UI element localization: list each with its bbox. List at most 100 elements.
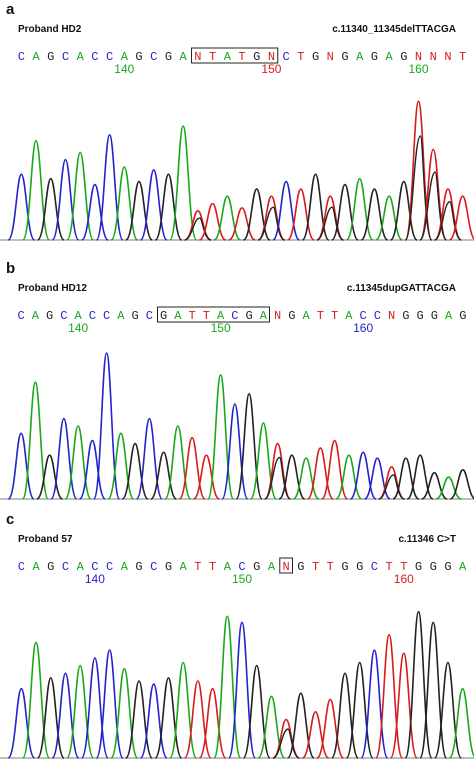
- base-letter: C: [374, 309, 381, 323]
- chromatogram-peak: [316, 698, 345, 759]
- base-letter: T: [297, 50, 304, 64]
- chromatogram-peak: [345, 177, 374, 241]
- chromatogram-peak: [330, 183, 359, 241]
- chromatogram-peak: [198, 202, 227, 241]
- panel-letter: b: [6, 260, 16, 277]
- chromatogram-peak: [135, 417, 163, 500]
- chromatogram-peak: [192, 454, 220, 500]
- chromatogram-peak-secondary: [257, 206, 285, 241]
- base-letter: T: [203, 309, 210, 323]
- position-number: 140: [85, 572, 105, 586]
- base-letter: A: [75, 309, 83, 323]
- base-letter: T: [400, 560, 407, 574]
- chromatogram-peak: [51, 672, 80, 759]
- base-letter: C: [106, 560, 113, 574]
- base-letter: G: [47, 560, 54, 574]
- base-letter: T: [312, 560, 319, 574]
- chromatogram-peak: [64, 425, 92, 500]
- chromatogram-peak: [306, 447, 334, 500]
- base-letter: G: [400, 50, 407, 64]
- chromatogram-peak: [110, 166, 139, 241]
- chromatogram-peak: [345, 661, 374, 759]
- base-letter: T: [327, 560, 334, 574]
- base-letter: C: [146, 309, 153, 323]
- base-letter: N: [268, 50, 275, 64]
- chromatogram-peak: [292, 457, 320, 500]
- base-letter: G: [371, 50, 378, 64]
- chromatogram-peak: [448, 195, 474, 241]
- chromatogram-peak: [389, 652, 418, 759]
- base-letter: N: [283, 560, 290, 574]
- base-letter: G: [246, 309, 253, 323]
- chromatogram-peak-secondary: [272, 728, 300, 759]
- chromatogram-peak: [330, 672, 359, 759]
- base-letter: A: [180, 50, 188, 64]
- chromatogram-peak: [121, 442, 149, 500]
- base-letter: C: [18, 309, 25, 323]
- base-letter: T: [331, 309, 338, 323]
- base-letter: C: [89, 309, 96, 323]
- chromatogram-peak: [272, 180, 301, 241]
- base-letter: A: [32, 309, 40, 323]
- highlight-box: [191, 47, 279, 64]
- base-letter: G: [288, 309, 295, 323]
- base-letter: T: [189, 309, 196, 323]
- chromatogram-peak: [22, 139, 51, 241]
- base-letter: C: [91, 50, 98, 64]
- base-letter: A: [121, 560, 129, 574]
- chromatogram-peak: [110, 667, 139, 759]
- base-letter: C: [91, 560, 98, 574]
- base-letter: A: [174, 309, 182, 323]
- chromatogram-peak-secondary: [264, 456, 291, 500]
- chromatogram-peak: [198, 687, 227, 759]
- mutation-label: c.11345dupGATTACGA: [346, 283, 456, 294]
- chromatogram-peak: [404, 610, 433, 759]
- base-letter: C: [360, 309, 367, 323]
- base-letter: G: [165, 560, 172, 574]
- chromatogram-peak: [164, 425, 192, 500]
- chromatogram-peak: [7, 173, 36, 241]
- chromatogram-peak: [435, 476, 462, 500]
- chromatogram-peak: [392, 457, 420, 500]
- chromatogram-peak: [150, 451, 178, 500]
- chromatogram-peak: [389, 180, 418, 241]
- highlight-box: [279, 557, 293, 574]
- base-letter: A: [459, 560, 467, 574]
- base-letter: A: [77, 50, 85, 64]
- chromatogram-peak: [421, 471, 448, 500]
- base-letter: N: [444, 50, 451, 64]
- base-letter: A: [224, 560, 232, 574]
- base-letter: N: [274, 309, 281, 323]
- base-letter: A: [77, 560, 85, 574]
- base-letter: A: [385, 50, 393, 64]
- chromatogram-peak-secondary: [434, 200, 462, 241]
- base-letter: G: [46, 309, 53, 323]
- chromatogram-peak: [207, 374, 235, 500]
- chromatogram-peak: [7, 687, 36, 759]
- chromatogram-peak: [301, 173, 330, 241]
- base-letter: C: [18, 560, 25, 574]
- chromatogram-peak: [183, 680, 212, 759]
- base-letter: N: [327, 50, 334, 64]
- base-letter: A: [217, 309, 225, 323]
- chromatogram-peak: [286, 692, 315, 759]
- base-letter: N: [415, 50, 422, 64]
- base-letter: A: [260, 309, 268, 323]
- chromatogram-peak-secondary: [316, 206, 344, 241]
- base-letter: N: [194, 50, 201, 64]
- proband-label: Proband 57: [18, 534, 73, 545]
- chromatogram-peak: [213, 195, 242, 241]
- chromatogram-peak: [7, 432, 35, 500]
- chromatogram-peak: [80, 183, 109, 241]
- base-letter: C: [62, 560, 69, 574]
- chromatogram-peak: [228, 207, 256, 241]
- base-letter: A: [268, 560, 276, 574]
- base-letter: G: [415, 560, 422, 574]
- chromatogram-peak: [21, 381, 49, 500]
- chromatogram-peak: [22, 641, 51, 759]
